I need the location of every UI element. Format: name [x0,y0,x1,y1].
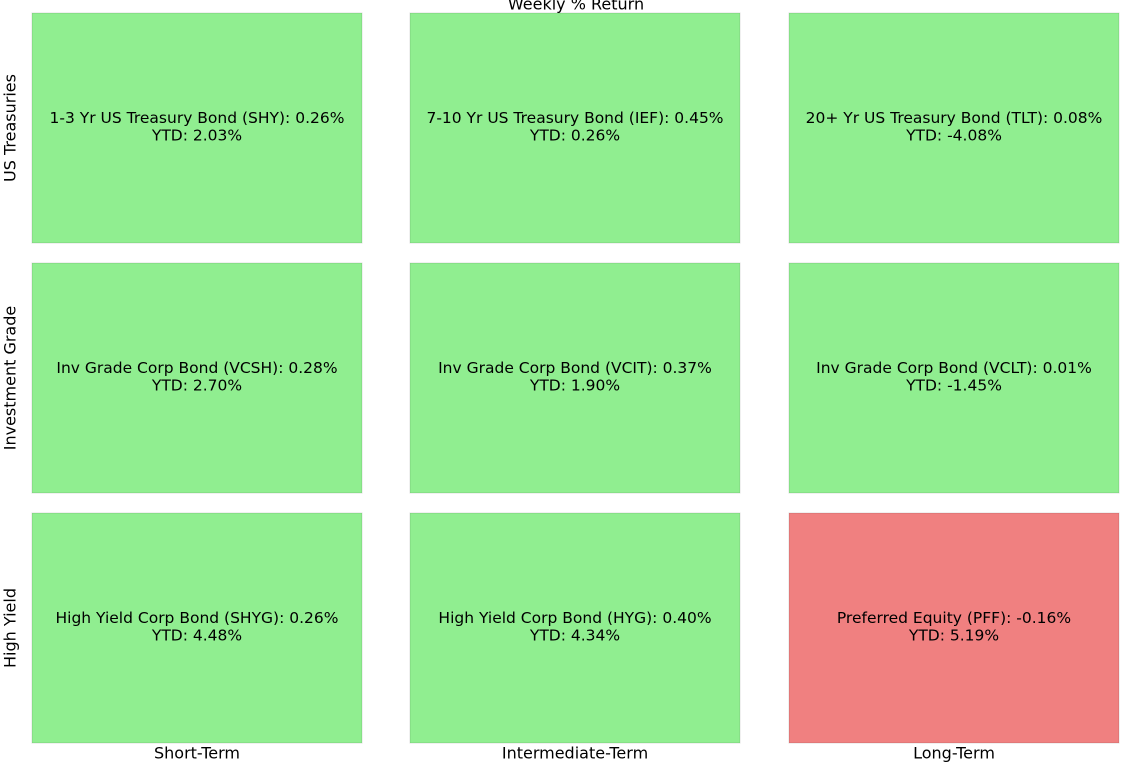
cell [31,512,363,744]
cell-text: YTD: 0.26% [529,126,620,144]
cell-text: 20+ Yr US Treasury Bond (TLT): 0.08% [806,109,1103,127]
cell-text: Preferred Equity (PFF): -0.16% [837,609,1071,627]
cell-text: YTD: 2.03% [151,126,242,144]
cell-text: YTD: 2.70% [151,376,242,394]
cell [409,512,741,744]
cell [409,262,741,494]
cell-text: Inv Grade Corp Bond (VCSH): 0.28% [56,359,337,377]
column-label: Long-Term [913,744,995,763]
row-label: Investment Grade [1,306,20,451]
title: Weekly % Return [508,0,644,14]
cell-text: 7-10 Yr US Treasury Bond (IEF): 0.45% [426,109,723,127]
cell-text: Inv Grade Corp Bond (VCLT): 0.01% [816,359,1092,377]
cell-text: YTD: 1.90% [529,376,620,394]
column-label: Intermediate-Term [502,744,648,763]
column-label: Short-Term [154,744,240,763]
cell [788,12,1120,244]
row-label: US Treasuries [1,74,20,182]
cell-text: High Yield Corp Bond (SHYG): 0.26% [56,609,339,627]
cell [31,12,363,244]
row-label: High Yield [1,588,20,668]
cell-text: YTD: -4.08% [905,126,1002,144]
cell-text: Inv Grade Corp Bond (VCIT): 0.37% [438,359,712,377]
cell [788,512,1120,744]
cell-text: 1-3 Yr US Treasury Bond (SHY): 0.26% [50,109,345,127]
cell [409,12,741,244]
cell-text: YTD: 4.34% [529,626,620,644]
cell-text: High Yield Corp Bond (HYG): 0.40% [438,609,711,627]
cell [788,262,1120,494]
cell-text: YTD: 5.19% [908,626,999,644]
cell-text: YTD: -1.45% [905,376,1002,394]
cell [31,262,363,494]
cell-text: YTD: 4.48% [151,626,242,644]
